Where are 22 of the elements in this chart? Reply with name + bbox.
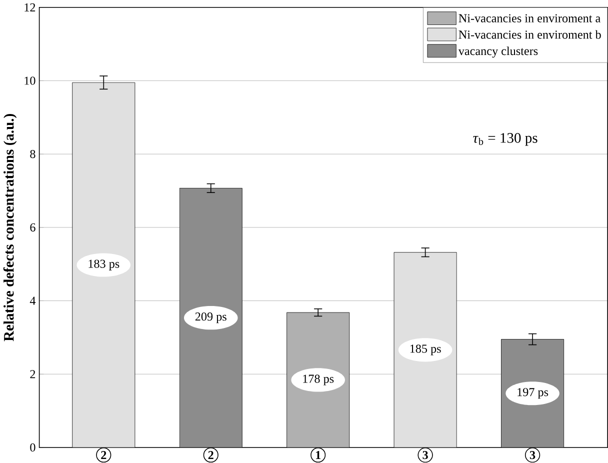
annotation: 178 ps (303, 374, 334, 386)
x-tick-label: 3 (530, 451, 536, 460)
y-tick-label: 4 (30, 296, 36, 305)
y-axis-title: Relative defects concentrations (a.u.) (3, 114, 17, 342)
annotation: 183 ps (88, 260, 120, 270)
legend-label: Ni-vacancies in enviroment b (458, 30, 601, 39)
y-tick-label: 2 (30, 370, 36, 378)
x-tick-label: 2 (208, 451, 214, 460)
x-tick-label: 3 (422, 451, 428, 460)
y-tick-label: 12 (24, 4, 36, 12)
y-tick-label: 0 (30, 444, 36, 452)
legend-label: Ni-vacancies in enviroment a (458, 14, 600, 23)
x-tick-label: 1 (316, 451, 320, 460)
x-tick-label: 2 (101, 451, 106, 460)
y-tick-label: 6 (30, 224, 36, 232)
annotation: τ$_{b}$ = 130 ps (473, 133, 538, 146)
annotation: 185 ps (410, 344, 441, 356)
legend-label: vacancy clusters (458, 46, 538, 58)
y-tick-label: 8 (30, 150, 36, 158)
annotation: 209 ps (195, 312, 226, 324)
annotation: 197 ps (518, 388, 548, 399)
y-tick-label: 10 (24, 76, 36, 85)
